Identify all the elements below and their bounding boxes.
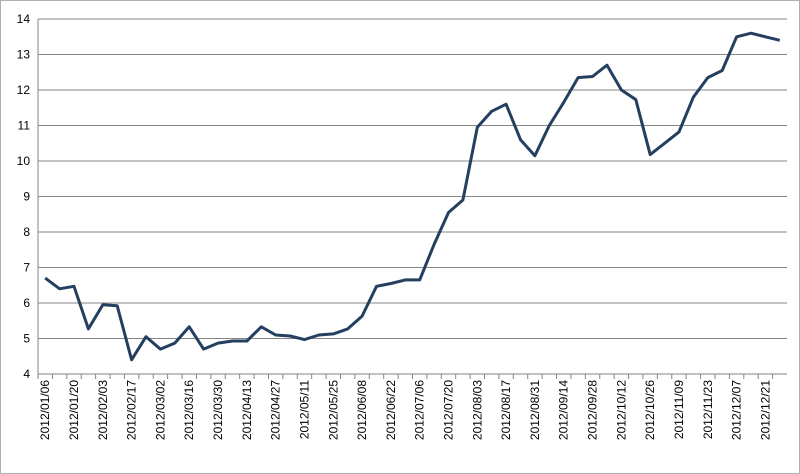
x-tick-label: 2012/05/11 <box>297 380 311 439</box>
x-tick-label: 2012/06/08 <box>355 380 369 440</box>
x-tick-label: 2012/09/14 <box>557 380 571 440</box>
x-tick-label: 2012/08/17 <box>499 380 513 440</box>
x-tick-label: 2012/08/31 <box>528 380 542 440</box>
x-tick-label: 2012/03/16 <box>182 380 196 440</box>
x-tick-label: 2012/03/02 <box>153 380 167 440</box>
x-tick-label: 2012/07/06 <box>413 380 427 440</box>
x-tick-label: 2012/04/27 <box>269 380 283 440</box>
y-tick-label: 10 <box>17 154 31 168</box>
x-tick-label: 2012/12/07 <box>730 380 744 440</box>
y-tick-label: 11 <box>18 119 31 133</box>
x-tick-label: 2012/06/22 <box>384 380 398 440</box>
x-tick-label: 2012/11/09 <box>672 380 686 439</box>
x-tick-label: 2012/02/03 <box>96 380 110 440</box>
y-tick-label: 8 <box>23 225 30 239</box>
y-tick-label: 6 <box>23 296 30 310</box>
y-tick-label: 4 <box>23 367 30 381</box>
x-tick-label: 2012/04/13 <box>240 380 254 440</box>
y-tick-label: 13 <box>17 48 31 62</box>
y-tick-label: 7 <box>23 261 30 275</box>
y-tick-label: 12 <box>17 83 31 97</box>
x-tick-label: 2012/03/30 <box>211 380 225 440</box>
x-tick-label: 2012/02/17 <box>125 380 139 440</box>
y-tick-label: 14 <box>17 12 31 26</box>
x-tick-label: 2012/09/28 <box>586 380 600 440</box>
y-tick-label: 9 <box>23 190 30 204</box>
x-tick-label: 2012/08/03 <box>470 380 484 440</box>
x-tick-label: 2012/01/20 <box>67 380 81 440</box>
line-series <box>44 31 781 362</box>
x-tick-label: 2012/01/06 <box>38 380 52 440</box>
x-tick-label: 2012/10/26 <box>643 380 657 440</box>
x-tick-label: 2012/05/25 <box>326 380 340 440</box>
x-tick-label: 2012/10/12 <box>614 380 628 440</box>
x-tick-label: 2012/07/20 <box>442 380 456 440</box>
x-tick-label: 2012/12/21 <box>758 380 772 440</box>
x-tick-label: 2012/11/23 <box>701 380 715 439</box>
y-tick-label: 5 <box>23 332 30 346</box>
